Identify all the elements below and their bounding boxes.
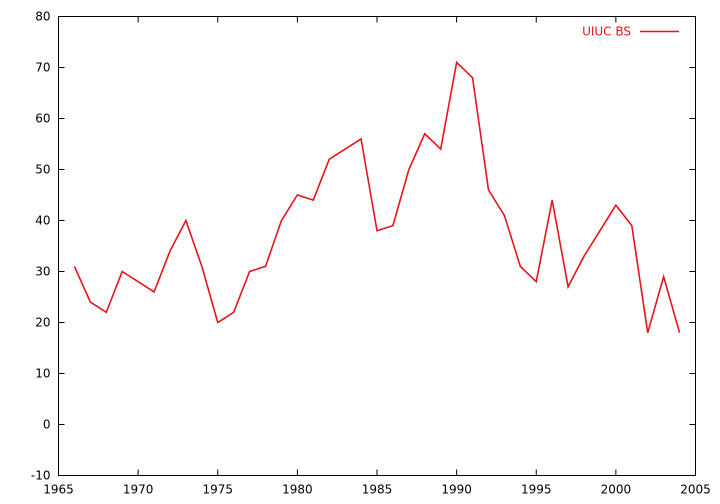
legend-label: UIUC BS — [582, 25, 631, 39]
data-point — [249, 271, 251, 273]
y-tick-label: 60 — [35, 112, 50, 126]
x-tick-label: 2005 — [680, 483, 711, 497]
data-point — [297, 194, 299, 196]
legend: UIUC BS — [582, 25, 679, 39]
y-axis: -10 0 10 20 30 40 50 60 70 80 — [31, 10, 696, 483]
data-point — [663, 276, 665, 278]
data-point — [392, 225, 394, 227]
x-tick-label: 1965 — [43, 483, 74, 497]
x-axis: 1965 1970 1975 1980 1985 1990 1995 2000 2005 — [43, 16, 711, 497]
x-tick-label: 1985 — [362, 483, 393, 497]
data-point — [265, 266, 267, 268]
data-point — [456, 62, 458, 64]
data-point — [599, 230, 601, 232]
data-point — [440, 148, 442, 150]
data-point — [233, 312, 235, 314]
y-tick-label: 0 — [43, 418, 51, 432]
x-tick-label: 1975 — [202, 483, 233, 497]
data-point — [488, 189, 490, 191]
data-point — [185, 220, 187, 222]
y-tick-label: 20 — [35, 316, 50, 330]
data-point — [535, 281, 537, 283]
data-point — [360, 138, 362, 140]
data-point — [169, 250, 171, 252]
data-point — [472, 77, 474, 79]
data-point — [217, 322, 219, 324]
data-point — [281, 220, 283, 222]
data-point — [647, 332, 649, 334]
y-tick-label: 80 — [35, 10, 50, 24]
plot-frame — [58, 16, 696, 476]
data-point — [631, 225, 633, 227]
data-point — [153, 291, 155, 293]
y-tick-label: 40 — [35, 214, 50, 228]
x-tick-label: 2000 — [601, 483, 632, 497]
y-tick-label: 10 — [35, 367, 50, 381]
data-point — [504, 215, 506, 217]
x-tick-label: 1980 — [282, 483, 313, 497]
series-layer — [73, 60, 681, 334]
data-point — [408, 169, 410, 171]
y-tick-label: -10 — [31, 469, 51, 483]
data-point — [424, 133, 426, 135]
data-point — [551, 199, 553, 201]
data-point — [137, 281, 139, 283]
x-tick-label: 1995 — [521, 483, 552, 497]
x-tick-label: 1970 — [123, 483, 154, 497]
data-point — [583, 255, 585, 257]
data-point — [615, 204, 617, 206]
x-tick-label: 1990 — [441, 483, 472, 497]
data-point — [121, 271, 123, 273]
y-tick-label: 50 — [35, 163, 50, 177]
data-point — [90, 301, 92, 303]
data-point — [74, 266, 76, 268]
data-point — [520, 266, 522, 268]
y-tick-label: 30 — [35, 265, 50, 279]
data-point — [344, 148, 346, 150]
data-point — [201, 266, 203, 268]
data-point — [328, 159, 330, 161]
data-point — [679, 332, 681, 334]
y-tick-label: 70 — [35, 61, 50, 75]
data-point — [376, 230, 378, 232]
series-line-0 — [73, 60, 681, 333]
data-point — [567, 286, 569, 288]
data-point — [313, 199, 315, 201]
data-point — [105, 312, 107, 314]
